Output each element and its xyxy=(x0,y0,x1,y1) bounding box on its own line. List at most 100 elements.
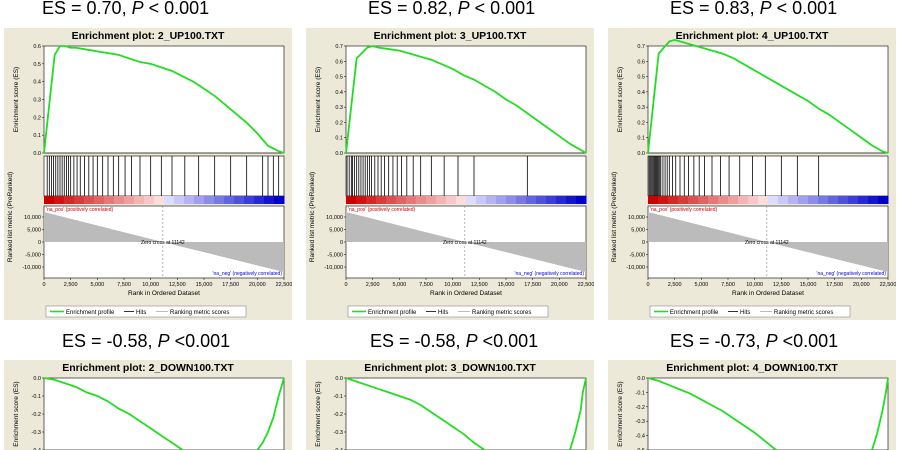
x-tick-label: 12,500 xyxy=(471,282,488,288)
metric-tick-label: 5,000 xyxy=(27,228,41,234)
y-tick-label: -0.3 xyxy=(636,419,645,425)
metric-tick-label: -5,000 xyxy=(629,253,645,259)
legend-ranking-label: Ranking metric scores xyxy=(774,310,833,316)
metric-tick-label: -5,000 xyxy=(327,253,343,259)
enrichment-profile-line xyxy=(647,377,777,450)
color-bar-segment xyxy=(728,196,739,204)
color-bar-segment xyxy=(808,196,819,204)
color-bar-segment xyxy=(234,196,245,204)
neg-correlated-label: 'na_neg' (negatively correlated) xyxy=(213,271,283,277)
y-tick-label: 0.0 xyxy=(335,151,343,157)
x-axis-label: Rank in Ordered Dataset xyxy=(128,290,200,297)
color-bar-segment xyxy=(426,196,437,204)
neg-correlated-label: 'na_neg' (negatively correlated) xyxy=(817,271,887,277)
p-value: < 0.001 xyxy=(469,0,536,18)
p-value: <0.001 xyxy=(777,331,839,351)
legend-profile-label: Enrichment profile xyxy=(368,310,417,316)
color-bar-segment xyxy=(668,196,679,204)
pos-correlated-label: 'na_pos' (positively correlated) xyxy=(650,207,718,213)
color-bar-segment xyxy=(708,196,719,204)
p-letter: P xyxy=(465,331,478,351)
color-bar-segment xyxy=(84,196,95,204)
plot-title: Enrichment plot: 3_DOWN100.TXT xyxy=(364,362,536,374)
es-header-1: ES = 0.70, P < 0.001 xyxy=(42,0,209,19)
color-bar-segment xyxy=(838,196,849,204)
color-bar-segment xyxy=(718,196,729,204)
metric-tick-label: 5,000 xyxy=(329,228,343,234)
enrichment-plot-2-up: Enrichment plot: 2_UP100.TXT 0.6 0.5 0.4 0.… xyxy=(4,28,292,320)
x-tick-label: 17,500 xyxy=(826,282,843,288)
y-axis-label: Enrichment score (ES) xyxy=(617,67,624,132)
color-bar-segment xyxy=(204,196,215,204)
p-letter: P xyxy=(759,0,772,18)
enrichment-profile-tail xyxy=(256,377,285,450)
x-tick-label: 0 xyxy=(344,282,347,288)
color-bar-segment xyxy=(818,196,829,204)
color-bar-segment xyxy=(798,196,809,204)
enrichment-plot-2-down: Enrichment plot: 2_DOWN100.TXT 0.0 -0.1 -0… xyxy=(4,360,292,450)
color-bar-segment xyxy=(274,196,285,204)
y-tick-label: -0.1 xyxy=(32,394,41,400)
y-tick-label: 0.7 xyxy=(637,44,645,50)
metric-tick-label: 0 xyxy=(642,240,645,246)
color-bar-segment xyxy=(688,196,699,204)
color-bar-segment xyxy=(144,196,155,204)
color-bar-segment xyxy=(264,196,275,204)
color-bar-segment xyxy=(848,196,859,204)
color-bar-segment xyxy=(678,196,689,204)
y-tick-label: 0.0 xyxy=(637,151,645,157)
legend-box xyxy=(347,305,549,318)
y-tick-label: -0.1 xyxy=(636,390,645,396)
hits-area xyxy=(43,155,285,197)
enrichment-plot-4-up: Enrichment plot: 4_UP100.TXT 0.7 0.6 0.5 0.… xyxy=(608,28,896,320)
plot-svg: 0.6 0.5 0.4 0.3 0.2 0.1 0.0 Enrichment score (E… xyxy=(7,44,292,318)
y-tick-label: -0.4 xyxy=(32,448,41,450)
color-bar-segment xyxy=(506,196,517,204)
color-bar-segment xyxy=(576,196,587,204)
metric-axis-label: Ranked list metric (PreRanked) xyxy=(309,172,316,262)
y-tick-label: 0.6 xyxy=(637,59,645,65)
color-bar-segment xyxy=(224,196,235,204)
color-bar-segment xyxy=(254,196,265,204)
color-bar-segment xyxy=(758,196,769,204)
x-tick-label: 2,500 xyxy=(668,282,682,288)
x-axis-label: Rank in Ordered Dataset xyxy=(732,290,804,297)
color-bar-segment xyxy=(406,196,417,204)
color-bar-segment xyxy=(466,196,477,204)
y-tick-label: 0.6 xyxy=(33,44,41,50)
hits-area xyxy=(647,155,889,197)
es-prefix: ES = xyxy=(368,0,413,18)
color-bar-segment xyxy=(476,196,487,204)
y-tick-label: 0.2 xyxy=(637,120,645,126)
p-letter: P xyxy=(157,331,170,351)
metric-tick-label: 5,000 xyxy=(631,228,645,234)
color-bar-segment xyxy=(546,196,557,204)
plot-svg: 0.0 -0.1 -0.2 -0.3 -0.4 Enrichment score (ES) xyxy=(13,376,285,450)
legend-box xyxy=(45,305,247,318)
metric-tick-label: -10,000 xyxy=(22,265,41,271)
color-bar-segment xyxy=(386,196,397,204)
plot-svg: 0.7 0.6 0.5 0.4 0.3 0.2 0.1 0.0 Enrichment score… xyxy=(309,44,594,318)
p-value: < 0.001 xyxy=(143,0,210,18)
y-axis-label: Enrichment score (ES) xyxy=(617,381,624,446)
ranking-metric-fill xyxy=(648,212,888,272)
color-bar-segment xyxy=(366,196,377,204)
x-tick-label: 7,500 xyxy=(721,282,735,288)
x-tick-label: 10,000 xyxy=(142,282,159,288)
y-axis-label: Enrichment score (ES) xyxy=(13,67,20,132)
x-tick-label: 5,000 xyxy=(694,282,708,288)
x-tick-label: 15,000 xyxy=(196,282,213,288)
es-value: 0.83, xyxy=(714,0,755,18)
x-tick-label: 10,000 xyxy=(444,282,461,288)
es-plot-area xyxy=(345,45,587,154)
y-tick-label: 0.5 xyxy=(335,75,343,81)
color-bar-segment xyxy=(828,196,839,204)
enrichment-plot-3-down: Enrichment plot: 3_DOWN100.TXT 0.0 -0.1 -0… xyxy=(306,360,594,450)
color-bar-segment xyxy=(526,196,537,204)
color-bar-segment xyxy=(648,196,659,204)
es-value: 0.70, xyxy=(86,0,127,18)
x-tick-label: 17,500 xyxy=(222,282,239,288)
neg-correlated-label: 'na_neg' (negatively correlated) xyxy=(515,271,585,277)
es-value: 0.82, xyxy=(412,0,453,18)
color-bar-segment xyxy=(64,196,75,204)
